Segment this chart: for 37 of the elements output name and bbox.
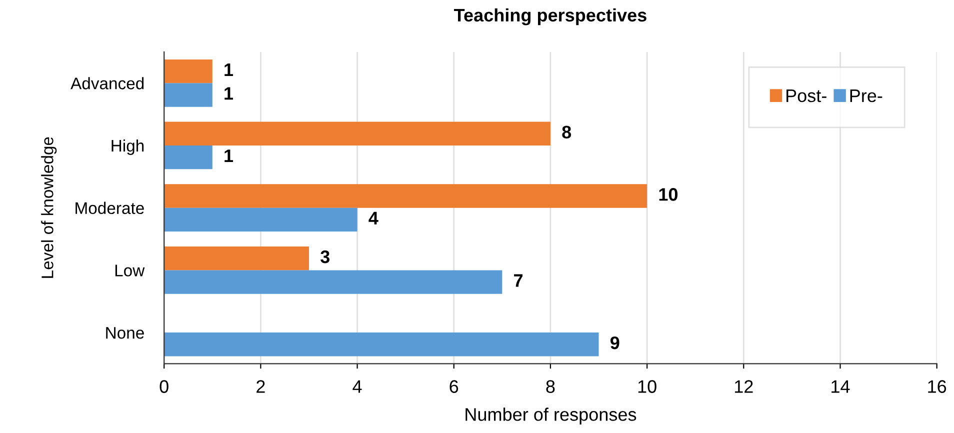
x-tick-label: 16 <box>928 380 946 393</box>
legend-label: Pre- <box>850 90 882 102</box>
x-tick-label: 2 <box>256 380 265 393</box>
chart-title: Teaching perspectives <box>454 8 646 26</box>
data-label: 1 <box>224 87 234 100</box>
data-label: 4 <box>368 212 378 224</box>
x-axis-title: Number of responses <box>466 408 636 424</box>
bar <box>164 270 502 294</box>
data-label: 1 <box>224 64 234 76</box>
data-label: 8 <box>562 126 572 138</box>
y-axis-title: Level of knowledge <box>41 137 57 278</box>
bar <box>164 208 358 232</box>
bar <box>164 83 212 107</box>
legend-label: Post- <box>786 90 826 102</box>
y-tick-label: High <box>112 139 144 155</box>
y-tick-label: Low <box>115 264 145 276</box>
bar <box>164 184 648 208</box>
data-label: 7 <box>514 274 523 287</box>
bar <box>164 145 212 170</box>
x-tick-label: 12 <box>734 380 753 393</box>
x-tick-label: 4 <box>352 380 362 393</box>
x-tick-label: 6 <box>450 380 458 393</box>
bar <box>164 246 309 270</box>
y-tick-label: None <box>106 327 144 339</box>
bar <box>164 122 550 146</box>
y-tick-label: Advanced <box>70 77 144 90</box>
data-label: 9 <box>610 336 620 350</box>
data-label: 3 <box>320 250 330 264</box>
x-tick-label: 0 <box>160 380 168 393</box>
bar <box>164 59 212 84</box>
x-tick-label: 8 <box>546 380 555 393</box>
bar <box>164 332 599 356</box>
data-label: 1 <box>224 150 234 162</box>
x-tick-label: 14 <box>832 380 850 393</box>
data-label: 10 <box>659 188 678 201</box>
x-tick-label: 10 <box>638 380 656 393</box>
y-tick-label: Moderate <box>76 202 144 214</box>
